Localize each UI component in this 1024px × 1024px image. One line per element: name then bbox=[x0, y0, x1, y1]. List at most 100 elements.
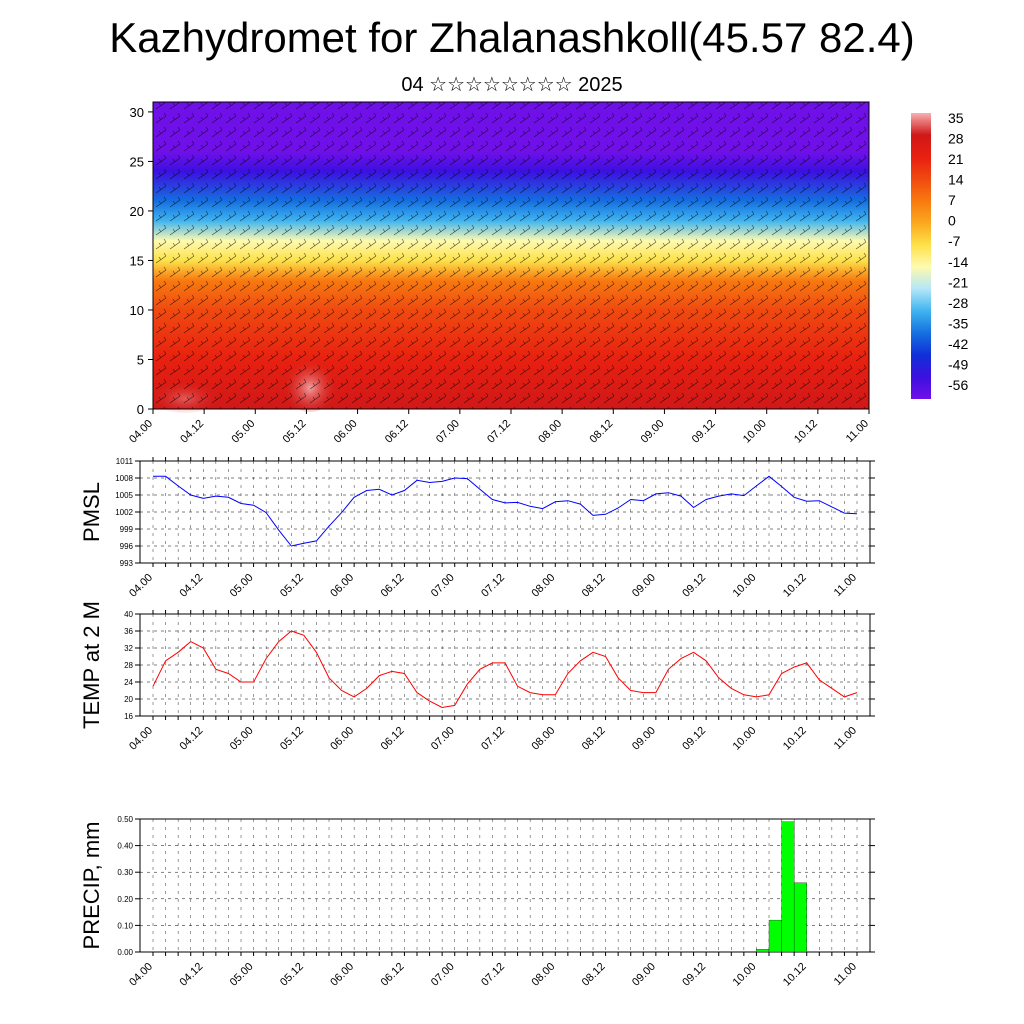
precip-ytick-label: 0.00 bbox=[117, 948, 133, 957]
precip-xtick-label: 04.00 bbox=[127, 961, 155, 989]
precip-xtick-label: 08.12 bbox=[580, 961, 608, 989]
colorbar-label: -42 bbox=[948, 336, 968, 352]
temp-xtick-label: 07.12 bbox=[479, 725, 507, 753]
colorbar: 35 28 21 14 7 0 -7 -14 -21 -28 -35 -42 -49 -56 bbox=[911, 110, 968, 399]
section-xtick-label: 09.12 bbox=[690, 418, 718, 446]
temp-xtick-label: 06.00 bbox=[328, 725, 356, 753]
temp-xtick-label: 11.00 bbox=[832, 725, 859, 752]
section-xtick-label: 05.12 bbox=[281, 418, 309, 446]
precip-ytick-label: 0.20 bbox=[117, 895, 133, 904]
pmsl-xtick-label: 05.12 bbox=[278, 572, 306, 600]
precip-ytick-label: 0.30 bbox=[117, 868, 133, 877]
temp-series-line bbox=[152, 630, 858, 709]
colorbar-label: 14 bbox=[948, 172, 964, 188]
pmsl-ytick-label: 1005 bbox=[115, 491, 133, 500]
precip-xtick-label: 10.12 bbox=[781, 961, 809, 989]
precip-panel: 0.00 0.10 0.20 0.30 0.40 0.50 PRECIP, mm 04.00 0… bbox=[79, 815, 875, 989]
colorbar-label: -49 bbox=[948, 356, 968, 372]
pmsl-xtick-label: 11.00 bbox=[832, 572, 859, 599]
pmsl-ytick-label: 996 bbox=[120, 542, 134, 551]
section-xtick-label: 04.12 bbox=[178, 418, 206, 446]
colorbar-label: 0 bbox=[948, 213, 956, 229]
pmsl-xtick-label: 06.12 bbox=[379, 572, 407, 600]
colorbar-label: -21 bbox=[948, 274, 968, 290]
temp-ytick-label: 36 bbox=[124, 627, 133, 636]
pmsl-xtick-label: 10.12 bbox=[781, 572, 809, 600]
colorbar-label: 21 bbox=[948, 151, 964, 167]
precip-ytick-label: 0.50 bbox=[117, 815, 133, 824]
section-xtick-label: 04.00 bbox=[127, 418, 155, 446]
colorbar-label: -56 bbox=[948, 377, 968, 393]
pmsl-xtick-label: 08.00 bbox=[529, 572, 557, 600]
precip-xtick-label: 05.00 bbox=[228, 961, 256, 989]
cross-section-panel: 0 5 10 15 20 25 30 04.00 04.12 05.00 05.12 06.00 06.… bbox=[127, 101, 871, 446]
precip-ytick-label: 0.40 bbox=[117, 842, 133, 851]
pmsl-ytick-label: 1008 bbox=[115, 474, 133, 483]
temp-xtick-label: 06.12 bbox=[379, 725, 407, 753]
pmsl-xtick-label: 04.12 bbox=[177, 572, 205, 600]
chart-title: Kazhydromet for Zhalanashkoll(45.57 82.4… bbox=[109, 14, 915, 61]
section-xtick-label: 08.12 bbox=[587, 418, 615, 446]
colorbar-label: -7 bbox=[948, 233, 961, 249]
section-xtick-label: 05.00 bbox=[229, 418, 257, 446]
section-xtick-label: 07.00 bbox=[434, 418, 462, 446]
precip-bar bbox=[768, 919, 782, 953]
precip-xtick-label: 09.12 bbox=[680, 961, 708, 989]
precip-xtick-label: 10.00 bbox=[731, 961, 759, 989]
precip-ytick-label: 0.10 bbox=[117, 921, 133, 930]
colorbar-label: 28 bbox=[948, 131, 964, 147]
temp-xtick-label: 08.00 bbox=[529, 725, 557, 753]
precip-bar bbox=[793, 882, 807, 953]
precip-xtick-label: 06.12 bbox=[379, 961, 407, 989]
temp-ytick-label: 40 bbox=[124, 610, 133, 619]
section-xtick-label: 10.12 bbox=[792, 418, 820, 446]
pmsl-xtick-label: 09.12 bbox=[680, 572, 708, 600]
temp-xtick-label: 08.12 bbox=[580, 725, 608, 753]
section-ytick-label: 25 bbox=[130, 154, 144, 169]
section-ytick-label: 20 bbox=[130, 204, 144, 219]
precip-xtick-label: 06.00 bbox=[328, 961, 356, 989]
precip-xtick-label: 09.00 bbox=[630, 961, 658, 989]
temp-xtick-label: 04.00 bbox=[127, 725, 155, 753]
temp-xtick-label: 09.12 bbox=[680, 725, 708, 753]
pmsl-xtick-label: 07.12 bbox=[479, 572, 507, 600]
section-xtick-label: 07.12 bbox=[485, 418, 513, 446]
colorbar-label: -14 bbox=[948, 254, 968, 270]
section-xtick-label: 11.00 bbox=[844, 418, 871, 445]
pmsl-ytick-label: 1011 bbox=[116, 457, 134, 466]
pmsl-xtick-label: 09.00 bbox=[630, 572, 658, 600]
temp-panel: 16 20 24 28 32 36 40 TEMP at 2 M 04.00 04.12 05.00… bbox=[79, 601, 875, 753]
section-ytick-label: 15 bbox=[130, 253, 144, 268]
temp-xtick-label: 04.12 bbox=[177, 725, 205, 753]
temp-xtick-label: 10.12 bbox=[781, 725, 809, 753]
colorbar-label: 35 bbox=[948, 110, 964, 126]
pmsl-xtick-label: 04.00 bbox=[127, 572, 155, 600]
pmsl-ylabel: PMSL bbox=[79, 482, 104, 542]
section-xtick-label: 06.00 bbox=[332, 418, 360, 446]
section-xtick-label: 09.00 bbox=[639, 418, 667, 446]
temp-xtick-label: 09.00 bbox=[630, 725, 658, 753]
section-ytick-label: 0 bbox=[137, 402, 144, 417]
section-xtick-label: 08.00 bbox=[536, 418, 564, 446]
section-xtick-label: 06.12 bbox=[383, 418, 411, 446]
section-ytick-label: 30 bbox=[130, 105, 144, 120]
pmsl-xtick-label: 06.00 bbox=[328, 572, 356, 600]
pmsl-xtick-label: 08.12 bbox=[580, 572, 608, 600]
temp-xtick-label: 10.00 bbox=[731, 725, 759, 753]
pmsl-ytick-label: 1002 bbox=[115, 508, 133, 517]
temp-ytick-label: 20 bbox=[124, 695, 133, 704]
temp-ytick-label: 28 bbox=[124, 661, 133, 670]
pmsl-xtick-label: 05.00 bbox=[228, 572, 256, 600]
pmsl-xtick-label: 07.00 bbox=[429, 572, 457, 600]
temp-ylabel: TEMP at 2 M bbox=[79, 601, 104, 729]
precip-xtick-label: 05.12 bbox=[278, 961, 306, 989]
pmsl-xtick-label: 10.00 bbox=[731, 572, 759, 600]
section-xtick-label: 10.00 bbox=[741, 418, 769, 446]
colorbar-label: -35 bbox=[948, 315, 968, 331]
temp-xtick-label: 07.00 bbox=[429, 725, 457, 753]
temp-xtick-label: 05.12 bbox=[278, 725, 306, 753]
precip-bar bbox=[781, 821, 795, 953]
precip-xtick-label: 08.00 bbox=[529, 961, 557, 989]
pmsl-ytick-label: 999 bbox=[120, 525, 134, 534]
chart-subtitle: 04 ☆☆☆☆☆☆☆☆ 2025 bbox=[401, 74, 623, 96]
